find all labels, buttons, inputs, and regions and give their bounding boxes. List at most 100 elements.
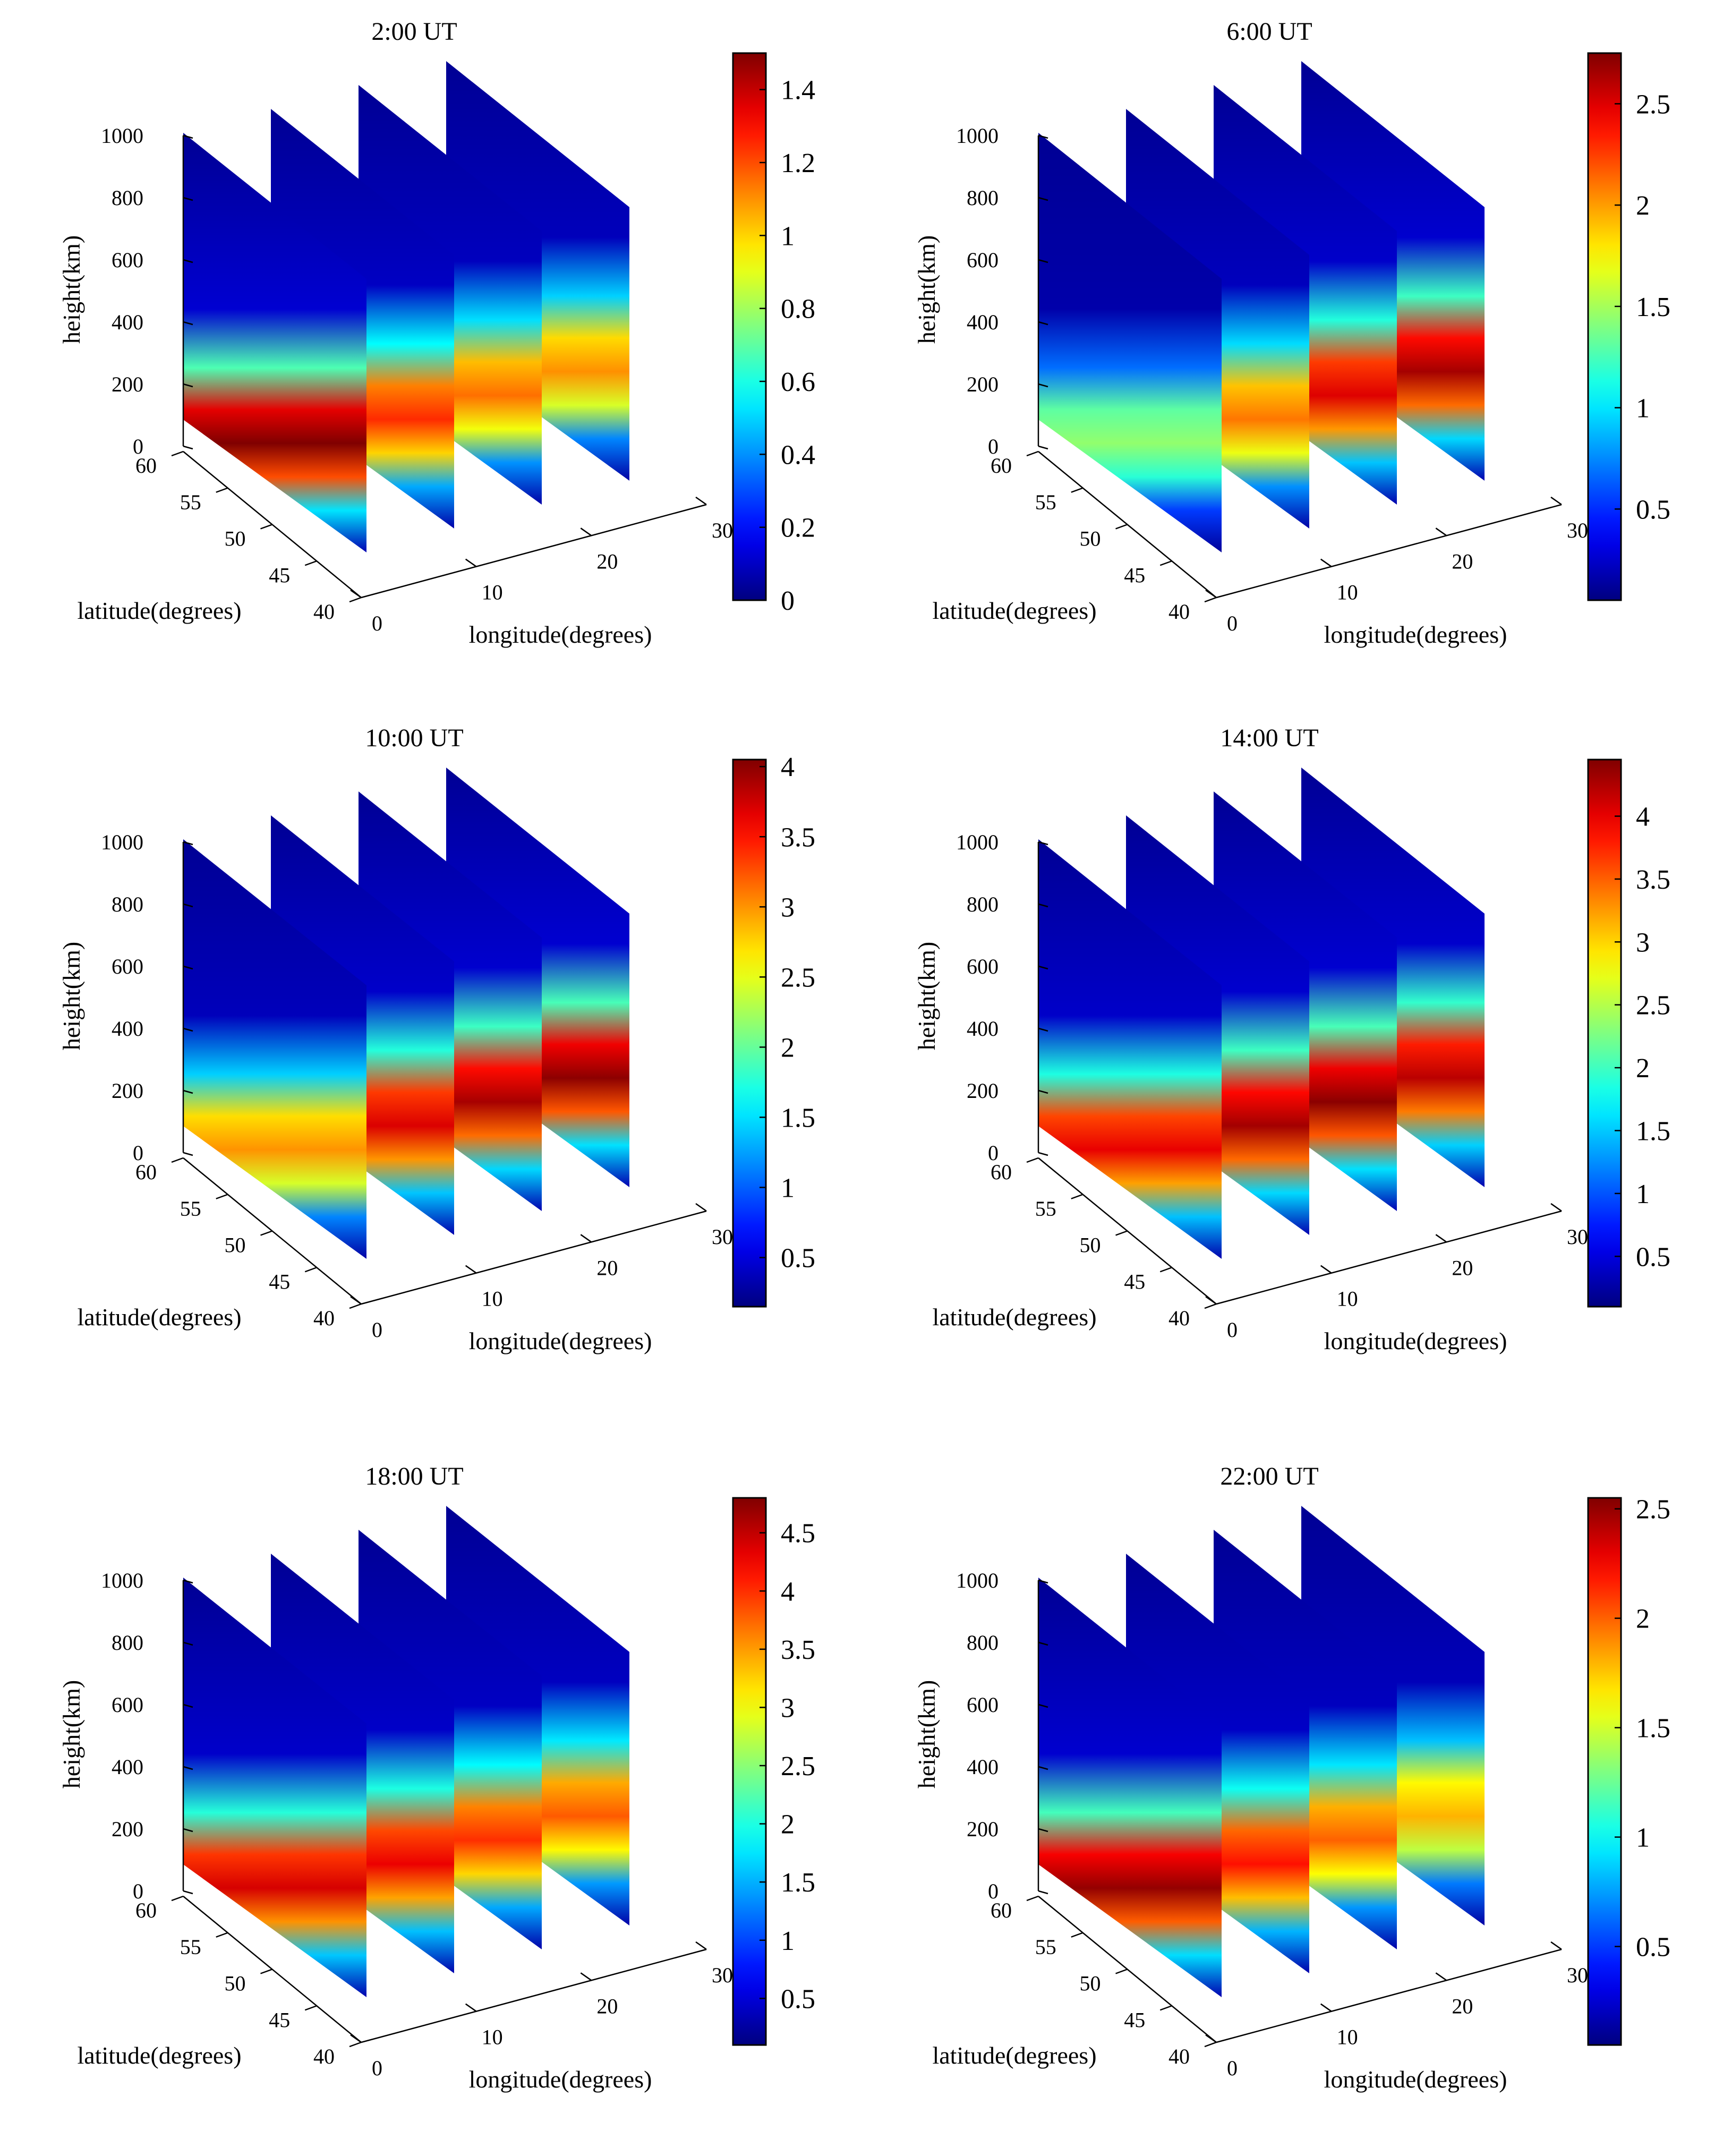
colorbar <box>1588 1498 1621 2045</box>
panel-5: 18:00 UT02004006008001000height(km)60555… <box>58 1462 815 2093</box>
colorbar-frame <box>1587 1497 1622 2046</box>
latitude-tick <box>1071 1194 1084 1199</box>
height-tick <box>183 197 193 201</box>
height-tick <box>1038 841 1048 846</box>
colorbar-tick-label: 0.5 <box>1636 495 1670 525</box>
colorbar-tick-label: 0 <box>781 586 795 616</box>
colorbar-tick-label: 2 <box>781 1810 795 1840</box>
latitude-tick <box>260 1230 272 1236</box>
panel-title: 10:00 UT <box>365 724 463 752</box>
height-tick <box>1038 197 1048 201</box>
height-tick-label: 1000 <box>101 830 143 854</box>
colorbar-tick-label: 1.5 <box>781 1868 815 1898</box>
latitude-tick-label: 45 <box>269 563 290 587</box>
longitude-tick-label: 10 <box>482 1287 503 1311</box>
height-axis-label: height(km) <box>58 235 85 344</box>
latitude-tick <box>349 2041 362 2048</box>
height-tick-label: 400 <box>112 1017 143 1041</box>
height-tick-label: 200 <box>112 1817 143 1841</box>
height-tick-label: 800 <box>967 892 999 916</box>
latitude-tick-label: 40 <box>1168 1306 1190 1330</box>
colorbar <box>733 1498 766 2045</box>
height-tick-label: 0 <box>133 1141 143 1165</box>
latitude-tick-label: 60 <box>991 1898 1012 1922</box>
longitude-tick-label: 10 <box>482 2025 503 2049</box>
height-tick-label: 0 <box>133 434 143 458</box>
latitude-tick-label: 40 <box>1168 2044 1190 2068</box>
height-tick-label: 400 <box>967 1755 999 1779</box>
latitude-tick <box>349 596 362 603</box>
colorbar-tick-label: 3 <box>781 892 795 923</box>
height-tick-label: 600 <box>967 248 999 272</box>
longitude-tick <box>1205 2034 1217 2043</box>
height-tick <box>1038 445 1048 450</box>
colorbar-tick-label: 2.5 <box>781 1751 815 1782</box>
height-tick <box>1038 1890 1048 1895</box>
colorbar-frame <box>732 52 767 601</box>
latitude-tick <box>1071 1932 1084 1938</box>
longitude-tick <box>1435 527 1447 536</box>
colorbar-tick-label: 3 <box>1636 927 1650 958</box>
colorbar-tick-label: 2.5 <box>1636 1495 1670 1525</box>
latitude-tick <box>1159 2005 1172 2011</box>
panel-4: 14:00 UT02004006008001000height(km)60555… <box>913 724 1670 1354</box>
colorbar-tick-label: 0.5 <box>1636 1242 1670 1272</box>
latitude-tick-label: 50 <box>225 527 246 551</box>
slice-lon-0 <box>183 1578 366 1997</box>
latitude-axis-label: latitude(degrees) <box>77 597 241 624</box>
panel-title: 22:00 UT <box>1220 1462 1318 1490</box>
colorbar-tick-label: 4 <box>1636 802 1650 832</box>
longitude-tick <box>350 589 362 599</box>
colorbar-frame <box>1587 759 1622 1308</box>
height-tick <box>183 1703 193 1708</box>
height-tick-label: 200 <box>112 372 143 396</box>
longitude-tick <box>1550 1203 1562 1212</box>
latitude-tick <box>1026 1157 1039 1163</box>
colorbar-tick-label: 4 <box>781 752 795 782</box>
height-tick-label: 0 <box>988 434 999 458</box>
height-tick <box>183 1579 193 1584</box>
longitude-tick-label: 30 <box>712 1963 733 1987</box>
height-tick <box>183 841 193 846</box>
height-tick-label: 800 <box>967 186 999 210</box>
latitude-tick-label: 55 <box>180 490 201 514</box>
colorbar <box>1588 53 1621 600</box>
slice-lon-0 <box>183 839 366 1259</box>
height-axis-label: height(km) <box>58 1680 85 1788</box>
height-tick <box>1038 1641 1048 1646</box>
height-tick <box>1038 1703 1048 1708</box>
height-tick <box>1038 903 1048 908</box>
height-tick <box>1038 259 1048 263</box>
latitude-tick-label: 55 <box>1035 1197 1056 1221</box>
colorbar-tick-label: 4 <box>781 1576 795 1607</box>
height-tick <box>1038 1152 1048 1156</box>
height-tick-label: 200 <box>967 1079 999 1103</box>
latitude-tick <box>1115 1968 1128 1974</box>
longitude-tick <box>1550 1941 1562 1950</box>
height-tick-label: 800 <box>112 892 143 916</box>
longitude-tick-label: 20 <box>596 549 618 573</box>
height-tick-label: 400 <box>112 310 143 334</box>
slice-lon-0 <box>1038 133 1222 552</box>
height-tick-label: 400 <box>967 1017 999 1041</box>
longitude-tick <box>1205 589 1217 599</box>
latitude-tick <box>1204 596 1217 603</box>
latitude-tick-label: 45 <box>269 2008 290 2032</box>
height-axis-label: height(km) <box>913 235 940 344</box>
latitude-tick-label: 50 <box>225 1972 246 1996</box>
panel-3: 10:00 UT02004006008001000height(km)60555… <box>58 724 815 1354</box>
height-tick-label: 200 <box>112 1079 143 1103</box>
latitude-tick <box>1026 1895 1039 1902</box>
latitude-axis-label: latitude(degrees) <box>77 1303 241 1331</box>
latitude-tick <box>171 1895 184 1902</box>
height-tick <box>183 1027 193 1032</box>
latitude-tick <box>1115 524 1128 530</box>
longitude-tick <box>1435 1234 1447 1243</box>
panel-title: 6:00 UT <box>1226 18 1312 46</box>
longitude-tick <box>465 1265 477 1274</box>
longitude-tick <box>1435 1972 1447 1981</box>
longitude-tick-label: 0 <box>1227 1318 1238 1342</box>
longitude-tick-label: 20 <box>1452 1994 1473 2018</box>
height-tick <box>183 259 193 263</box>
latitude-tick <box>216 487 228 493</box>
